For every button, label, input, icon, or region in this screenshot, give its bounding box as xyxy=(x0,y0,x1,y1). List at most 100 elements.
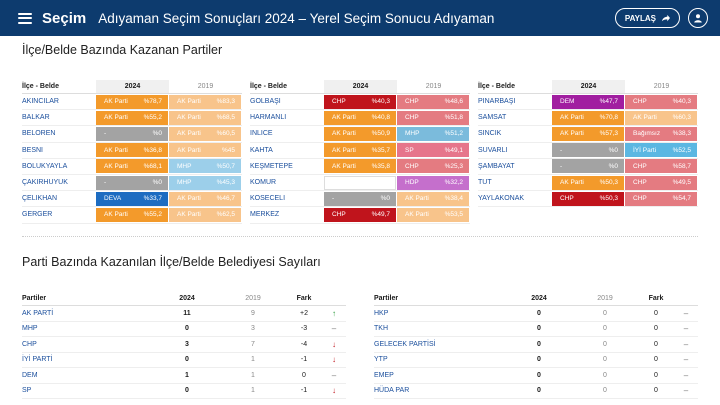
district-name[interactable]: GERGER xyxy=(22,211,53,219)
percent-2024: %35,8 xyxy=(371,162,390,170)
district-row[interactable]: ÇAKIRHÜYÜK - %0 MHP %45,3 xyxy=(22,175,242,192)
party-count-row[interactable]: HÜDA PAR 0 0 0 – xyxy=(374,384,698,399)
district-name[interactable]: İNLİCE xyxy=(250,130,273,138)
party-name[interactable]: CHP xyxy=(22,340,37,348)
district-row[interactable]: ÇELİKHAN DEVA %33,7 AK Parti %46,7 xyxy=(22,191,242,208)
district-name[interactable]: KÖSECELİ xyxy=(250,195,286,203)
district-row[interactable]: YAYLAKONAK CHP %50,3 CHP %54,7 xyxy=(478,191,698,208)
brand-logo[interactable]: Seçim xyxy=(42,9,87,27)
party-2019: AK Parti xyxy=(405,211,429,219)
party-count-row[interactable]: TKH 0 0 0 – xyxy=(374,322,698,337)
party-count-row[interactable]: HKP 0 0 0 – xyxy=(374,306,698,322)
party-count-row[interactable]: EMEP 0 0 0 – xyxy=(374,368,698,384)
trend-flat-icon: – xyxy=(683,324,689,334)
district-row[interactable]: PINARBAŞI DEM %47,7 CHP %40,3 xyxy=(478,94,698,111)
district-name[interactable]: KEŞMETEPE xyxy=(250,162,293,170)
district-row[interactable]: HARMANLI AK Parti %40,8 CHP %51,8 xyxy=(250,110,470,127)
district-name[interactable]: YAYLAKONAK xyxy=(478,195,525,203)
district-name[interactable]: SUVARLI xyxy=(478,146,508,154)
header-district: İlçe - Belde xyxy=(22,83,59,90)
trend-flat-icon: – xyxy=(331,324,337,334)
party-name[interactable]: İYİ PARTİ xyxy=(22,356,53,364)
percent-2019: %49,5 xyxy=(672,179,691,187)
party-count-row[interactable]: YTP 0 0 0 – xyxy=(374,353,698,368)
district-name[interactable]: BESNİ xyxy=(22,146,44,154)
party-2019: CHP xyxy=(405,98,419,106)
district-row[interactable]: TUT AK Parti %50,3 CHP %49,5 xyxy=(478,175,698,192)
party-count-table: Partiler 2024 2019 Fark HKP 0 0 0– TKH 0 0 0– GELECE… xyxy=(374,292,698,399)
party-count-row[interactable]: İYİ PARTİ 0 1 -1 ↓ xyxy=(22,353,346,368)
district-name[interactable]: ŞAMBAYAT xyxy=(478,162,515,170)
district-row[interactable]: BÖLÜKYAYLA AK Parti %68,1 MHP %50,7 xyxy=(22,159,242,175)
district-row[interactable]: SAMSAT AK Parti %70,8 AK Parti %60,3 xyxy=(478,110,698,127)
district-row[interactable]: KÖMÜR HDP %32,2 xyxy=(250,175,470,192)
district-row[interactable]: GÖLBAŞI CHP %40,3 CHP %48,6 xyxy=(250,94,470,111)
district-row[interactable]: KEŞMETEPE AK Parti %35,8 CHP %25,3 xyxy=(250,159,470,175)
district-name[interactable]: SİNCİK xyxy=(478,130,502,138)
party-count-row[interactable]: DEM 1 1 0 – xyxy=(22,368,346,384)
district-name[interactable]: BELÖREN xyxy=(22,130,56,138)
count-2019: 7 xyxy=(251,340,255,348)
party-name[interactable]: SP xyxy=(22,387,32,395)
result-2019: AK Parti %68,5 xyxy=(169,110,241,125)
result-2019: CHP %48,6 xyxy=(397,94,469,109)
party-count-row[interactable]: MHP 0 3 -3 – xyxy=(22,322,346,337)
district-row[interactable]: ŞAMBAYAT - %0 CHP %58,7 xyxy=(478,159,698,175)
party-count-row[interactable]: GELECEK PARTİSİ 0 0 0 – xyxy=(374,337,698,353)
result-2019: SP %49,1 xyxy=(397,143,469,158)
district-name[interactable]: BÖLÜKYAYLA xyxy=(22,162,68,170)
count-2024: 0 xyxy=(537,387,541,395)
page-title: Adıyaman Seçim Sonuçları 2024 – Yerel Se… xyxy=(98,10,495,26)
result-2024: AK Parti %35,7 xyxy=(324,143,396,158)
party-count-row[interactable]: AK PARTİ 11 9 +2 ↑ xyxy=(22,306,346,322)
district-row[interactable]: İNLİCE AK Parti %50,9 MHP %51,2 xyxy=(250,126,470,143)
party-2024: AK Parti xyxy=(332,114,356,122)
percent-2024: %57,3 xyxy=(599,130,618,138)
district-row[interactable]: GERGER AK Parti %55,2 AK Parti %62,5 xyxy=(22,207,242,224)
menu-icon[interactable] xyxy=(18,12,32,24)
district-name[interactable]: ÇAKIRHÜYÜK xyxy=(22,179,68,187)
party-name[interactable]: YTP xyxy=(374,356,388,364)
party-name[interactable]: HÜDA PAR xyxy=(374,387,410,395)
result-2019: CHP %40,3 xyxy=(625,94,697,109)
party-name[interactable]: GELECEK PARTİSİ xyxy=(374,340,436,348)
district-row[interactable]: SUVARLI - %0 İYİ Parti %52,5 xyxy=(478,143,698,159)
district-row[interactable]: KAHTA AK Parti %35,7 SP %49,1 xyxy=(250,143,470,159)
user-account-button[interactable] xyxy=(688,8,708,28)
district-name[interactable]: PINARBAŞI xyxy=(478,98,516,106)
party-count-row[interactable]: CHP 3 7 -4 ↓ xyxy=(22,337,346,353)
district-name[interactable]: MERKEZ xyxy=(250,211,280,219)
percent-2019: %49,1 xyxy=(444,146,463,154)
district-name[interactable]: TUT xyxy=(478,179,492,187)
district-row[interactable]: BESNİ AK Parti %36,8 AK Parti %45 xyxy=(22,143,242,159)
count-2024: 0 xyxy=(537,356,541,364)
district-row[interactable]: MERKEZ CHP %49,7 AK Parti %53,5 xyxy=(250,207,470,224)
party-count-row[interactable]: SP 0 1 -1 ↓ xyxy=(22,384,346,399)
district-name[interactable]: AKINCILAR xyxy=(22,98,59,106)
district-row[interactable]: BELÖREN - %0 AK Parti %60,5 xyxy=(22,126,242,143)
result-2024 xyxy=(324,175,396,190)
count-diff: -1 xyxy=(300,387,308,395)
count-2019: 0 xyxy=(603,356,607,364)
district-name[interactable]: KAHTA xyxy=(250,146,273,154)
party-name[interactable]: TKH xyxy=(374,325,388,333)
district-row[interactable]: BALKAR AK Parti %55,2 AK Parti %68,5 xyxy=(22,110,242,127)
result-2024: AK Parti %40,8 xyxy=(324,110,396,125)
percent-2024: %40,8 xyxy=(371,114,390,122)
district-row[interactable]: KÖSECELİ - %0 AK Parti %38,4 xyxy=(250,191,470,208)
party-name[interactable]: DEM xyxy=(22,371,38,379)
share-button[interactable]: PAYLAŞ xyxy=(614,8,680,28)
district-name[interactable]: KÖMÜR xyxy=(250,179,277,187)
party-name[interactable]: AK PARTİ xyxy=(22,309,54,317)
district-row[interactable]: SİNCİK AK Parti %57,3 Bağımsız %38,3 xyxy=(478,126,698,143)
party-name[interactable]: EMEP xyxy=(374,371,394,379)
district-name[interactable]: HARMANLI xyxy=(250,114,287,122)
district-name[interactable]: GÖLBAŞI xyxy=(250,98,281,106)
district-name[interactable]: BALKAR xyxy=(22,114,50,122)
district-name[interactable]: SAMSAT xyxy=(478,114,507,122)
district-row[interactable]: AKINCILAR AK Parti %78,7 AK Parti %83,3 xyxy=(22,94,242,111)
district-name[interactable]: ÇELİKHAN xyxy=(22,195,58,203)
party-2019: MHP xyxy=(405,130,420,138)
party-name[interactable]: HKP xyxy=(374,309,389,317)
party-name[interactable]: MHP xyxy=(22,325,38,333)
